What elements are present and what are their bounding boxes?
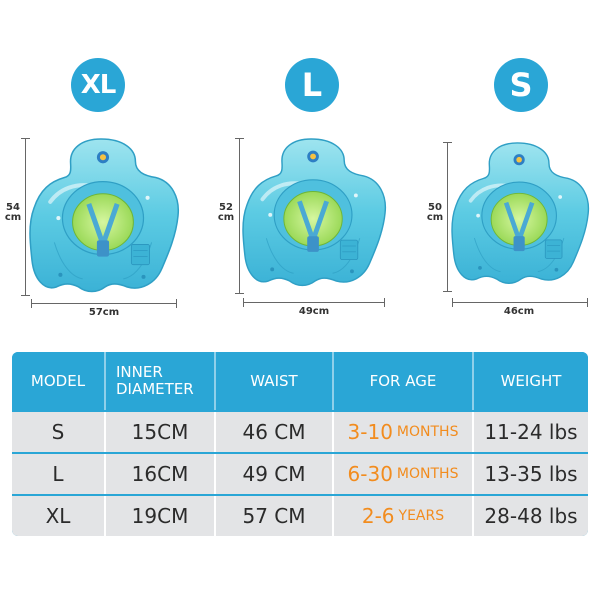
height-dimension-line-xl (21, 138, 30, 296)
cell-waist: 57 CM (216, 496, 334, 536)
age-unit: MONTHS (396, 466, 459, 482)
header-inner-diameter: INNER DIAMETER (106, 352, 216, 410)
header-waist: WAIST (216, 352, 334, 410)
cell-for-age: 3-10 MONTHS (334, 412, 474, 452)
height-value: 52 (219, 202, 233, 213)
header-inner-line2: DIAMETER (116, 380, 194, 398)
table-row: L 16CM 49 CM 6-30 MONTHS 13-35 lbs (12, 454, 588, 494)
cell-for-age: 2-6 YEARS (334, 496, 474, 536)
size-badge-l: L (285, 58, 339, 112)
float-illustration-s (452, 132, 590, 290)
cell-weight: 11-24 lbs (484, 420, 578, 444)
height-label-s: 50 cm (424, 203, 446, 223)
cell-inner-diameter: 19CM (106, 496, 216, 536)
size-badge-label: S (509, 66, 533, 104)
height-dimension-line-s (443, 142, 452, 292)
size-badge-xl: XL (71, 58, 125, 112)
header-weight: WEIGHT (500, 371, 562, 390)
size-chart-table: MODEL INNER DIAMETER WAIST FOR AGE WEIGH… (12, 352, 588, 536)
height-label-xl: 54 cm (2, 203, 24, 223)
height-value: 54 (6, 202, 20, 213)
header-model: MODEL (12, 352, 106, 410)
height-label-l: 52 cm (215, 203, 237, 223)
width-dimension-line-xl (31, 299, 177, 308)
table-header-row: MODEL INNER DIAMETER WAIST FOR AGE WEIGH… (12, 352, 588, 410)
table-row: XL 19CM 57 CM 2-6 YEARS 28-48 lbs (12, 496, 588, 536)
height-value: 50 (428, 202, 442, 213)
width-label-l: 49cm (289, 307, 339, 317)
width-dimension-line-s (452, 298, 588, 307)
height-unit: cm (426, 212, 444, 223)
cell-waist: 49 CM (216, 454, 334, 494)
age-range: 2-6 (361, 504, 395, 528)
width-label-xl: 57cm (79, 308, 129, 318)
size-badge-label: XL (80, 70, 117, 100)
cell-waist: 46 CM (216, 412, 334, 452)
header-inner-line1: INNER (116, 363, 163, 381)
size-badge-label: L (301, 66, 323, 104)
height-unit: cm (4, 212, 22, 223)
swim-float-icon (452, 132, 590, 290)
height-unit: cm (217, 212, 235, 223)
cell-for-age: 6-30 MONTHS (334, 454, 474, 494)
cell-model: S (12, 412, 106, 452)
cell-weight: 28-48 lbs (484, 504, 578, 528)
float-illustration-xl (30, 128, 180, 298)
age-unit: MONTHS (396, 424, 459, 440)
height-dimension-line-l (235, 138, 244, 294)
float-illustration-l (243, 128, 387, 292)
table-row: S 15CM 46 CM 3-10 MONTHS 11-24 lbs (12, 412, 588, 452)
age-range: 3-10 (347, 420, 393, 444)
cell-weight: 13-35 lbs (484, 462, 578, 486)
cell-model: XL (12, 496, 106, 536)
cell-inner-diameter: 16CM (106, 454, 216, 494)
swim-float-icon (243, 128, 387, 292)
cell-model: L (12, 454, 106, 494)
age-unit: YEARS (398, 508, 445, 524)
width-dimension-line-l (243, 298, 385, 307)
age-range: 6-30 (347, 462, 393, 486)
swim-float-icon (30, 128, 180, 298)
size-badge-s: S (494, 58, 548, 112)
header-for-age: FOR AGE (334, 352, 474, 410)
cell-inner-diameter: 15CM (106, 412, 216, 452)
width-label-s: 46cm (494, 307, 544, 317)
